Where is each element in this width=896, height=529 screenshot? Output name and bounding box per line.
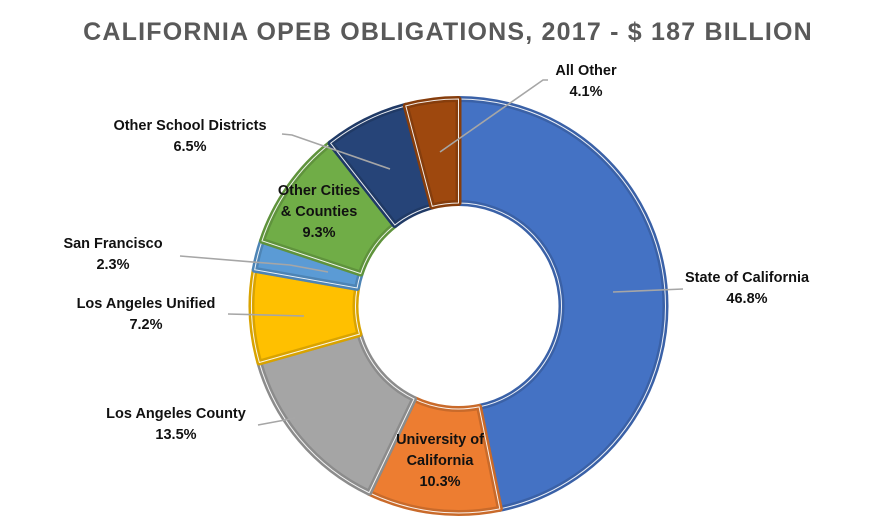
leader-line-sf	[179, 255, 329, 273]
label-name-line1: Other Cities	[277, 183, 361, 199]
label-value: 46.8%	[726, 291, 768, 307]
leader-line-lausd	[227, 313, 305, 317]
label-value: 13.5%	[155, 427, 197, 443]
label-name-line2: California	[406, 453, 474, 469]
leader-lines	[179, 79, 684, 426]
label-value: 7.2%	[129, 317, 163, 333]
label-value: 10.3%	[419, 474, 461, 490]
label-value: 6.5%	[173, 139, 207, 155]
label-other-schools: Other School Districts 6.5%	[113, 116, 266, 158]
leader-line-state-ca	[612, 288, 684, 293]
label-lausd: Los Angeles Unified 7.2%	[77, 294, 216, 336]
label-la-county: Los Angeles County 13.5%	[106, 404, 246, 446]
slice-separator	[458, 98, 666, 510]
label-name: State of California	[684, 270, 810, 286]
donut-slices	[248, 96, 669, 516]
label-name-line2: & Counties	[280, 204, 358, 220]
slice-separator	[405, 98, 459, 208]
chart-title: CALIFORNIA OPEB OBLIGATIONS, 2017 - $ 18…	[83, 18, 813, 46]
label-name: San Francisco	[63, 236, 163, 252]
label-name: Other School Districts	[113, 118, 267, 134]
label-all-other: All Other 4.1%	[555, 61, 616, 103]
label-value: 4.1%	[569, 84, 603, 100]
label-name: Los Angeles County	[106, 406, 246, 422]
label-other-cities: Other Cities & Counties 9.3%	[278, 181, 360, 244]
label-value: 2.3%	[96, 257, 130, 273]
label-name-line1: University of	[396, 432, 484, 448]
leader-line-other-schools	[281, 133, 391, 170]
leader-line-all-other	[439, 79, 548, 153]
label-value: 9.3%	[302, 225, 336, 241]
label-name: All Other	[555, 63, 617, 79]
label-name: Los Angeles Unified	[76, 296, 216, 312]
leader-line-la-county	[257, 417, 296, 426]
label-uc: University of California 10.3%	[396, 430, 484, 493]
label-state-ca: State of California 46.8%	[685, 268, 809, 310]
label-sf: San Francisco 2.3%	[63, 234, 162, 276]
